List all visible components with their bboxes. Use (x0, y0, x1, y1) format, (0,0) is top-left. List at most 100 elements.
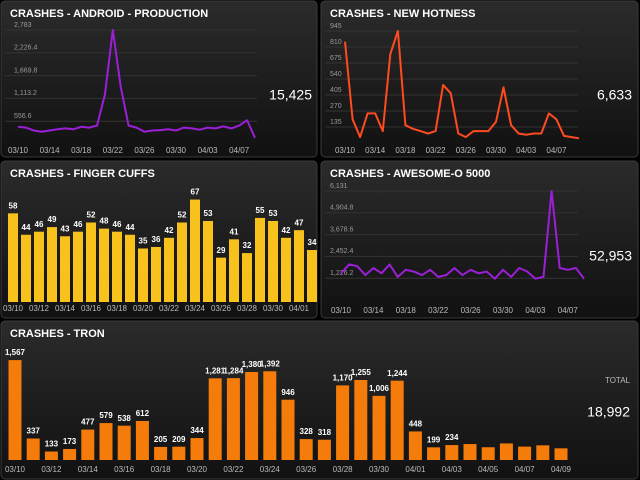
value-label: 477 (81, 418, 95, 427)
bar (299, 439, 313, 460)
bar (86, 222, 96, 302)
y-tick-label: 1,113.2 (14, 90, 37, 97)
bar (317, 439, 331, 460)
x-tick-label: 03/22 (426, 146, 447, 155)
x-tick-label: 03/28 (333, 465, 354, 474)
value-label: 1,255 (351, 368, 372, 377)
bar (154, 446, 168, 460)
x-tick-label: 03/20 (187, 465, 208, 474)
line (17, 29, 256, 139)
bar (336, 385, 350, 460)
y-tick-label: 6,131 (330, 183, 348, 190)
value-label: 612 (136, 409, 150, 418)
x-tick-label: 04/07 (558, 306, 579, 315)
bar (499, 443, 513, 460)
value-label: 29 (217, 246, 226, 255)
value-label: 1,170 (333, 374, 354, 383)
x-tick-label: 03/24 (185, 304, 206, 313)
y-tick-label: 2,452.4 (330, 248, 353, 255)
value-label: 448 (409, 420, 423, 429)
bar (255, 217, 265, 302)
bar (554, 448, 568, 460)
x-tick-label: 03/18 (395, 146, 416, 155)
bar (245, 372, 259, 460)
x-tick-label: 03/14 (55, 304, 76, 313)
total: 52,953 (589, 248, 632, 264)
bar (294, 230, 304, 302)
bar (8, 213, 18, 302)
value-label: 946 (281, 388, 295, 397)
value-label: 579 (99, 411, 113, 420)
bar (408, 431, 422, 460)
x-tick-label: 03/26 (211, 304, 232, 313)
x-tick-label: 03/24 (260, 465, 281, 474)
x-tick-label: 03/26 (134, 146, 155, 155)
x-tick-label: 03/28 (237, 304, 258, 313)
bar (60, 236, 70, 302)
value-label: 47 (295, 218, 304, 227)
x-tick-label: 03/14 (78, 465, 99, 474)
y-tick-label: 945 (330, 23, 342, 30)
bar (242, 253, 252, 302)
bar (81, 429, 95, 460)
x-tick-label: 03/30 (486, 146, 507, 155)
line (340, 190, 585, 280)
value-label: 32 (243, 241, 252, 250)
value-label: 53 (269, 209, 278, 218)
bar (518, 446, 532, 460)
x-tick-label: 03/26 (456, 146, 477, 155)
bar (390, 380, 404, 460)
bar (481, 447, 495, 460)
bar (216, 257, 226, 302)
x-tick-label: 03/10 (3, 304, 24, 313)
x-tick-label: 03/30 (263, 304, 284, 313)
bar (99, 423, 113, 460)
total: 15,425 (269, 87, 312, 103)
panel (320, 160, 639, 319)
bar (203, 220, 213, 302)
y-tick-label: 810 (330, 39, 342, 46)
value-label: 44 (22, 223, 31, 232)
value-label: 1,567 (5, 348, 26, 357)
x-tick-label: 03/14 (363, 306, 384, 315)
x-tick-label: 03/16 (81, 304, 102, 313)
x-tick-label: 03/26 (296, 465, 317, 474)
bar (463, 444, 477, 460)
bar (372, 395, 386, 460)
value-label: 46 (113, 220, 122, 229)
value-label: 1,392 (260, 359, 281, 368)
value-label: 337 (27, 427, 41, 436)
bar (427, 447, 441, 460)
value-label: 42 (282, 226, 291, 235)
value-label: 55 (256, 206, 265, 215)
bar (112, 231, 122, 302)
line (344, 30, 580, 140)
bar (190, 438, 204, 460)
x-tick-label: 04/07 (515, 465, 536, 474)
x-tick-label: 03/20 (133, 304, 154, 313)
x-tick-label: 03/14 (40, 146, 61, 155)
value-label: 199 (427, 435, 441, 444)
value-label: 1,281 (205, 366, 226, 375)
value-label: 58 (9, 201, 18, 210)
panel (0, 320, 639, 480)
bar (26, 438, 40, 460)
x-tick-label: 03/10 (331, 306, 352, 315)
value-label: 538 (118, 414, 132, 423)
y-tick-label: 135 (330, 119, 342, 126)
x-tick-label: 04/07 (229, 146, 250, 155)
bar (208, 378, 222, 460)
x-tick-label: 03/10 (335, 146, 356, 155)
total-label: TOTAL (605, 376, 631, 385)
x-tick-label: 03/16 (114, 465, 135, 474)
bar (177, 222, 187, 302)
y-tick-label: 556.6 (14, 113, 32, 120)
x-tick-label: 03/18 (107, 304, 128, 313)
bar (268, 220, 278, 302)
bar (190, 199, 200, 302)
x-tick-label: 03/12 (29, 304, 50, 313)
value-label: 48 (100, 217, 109, 226)
y-tick-label: 405 (330, 87, 342, 94)
y-tick-label: 2,226.4 (14, 45, 37, 52)
value-label: 133 (45, 440, 59, 449)
